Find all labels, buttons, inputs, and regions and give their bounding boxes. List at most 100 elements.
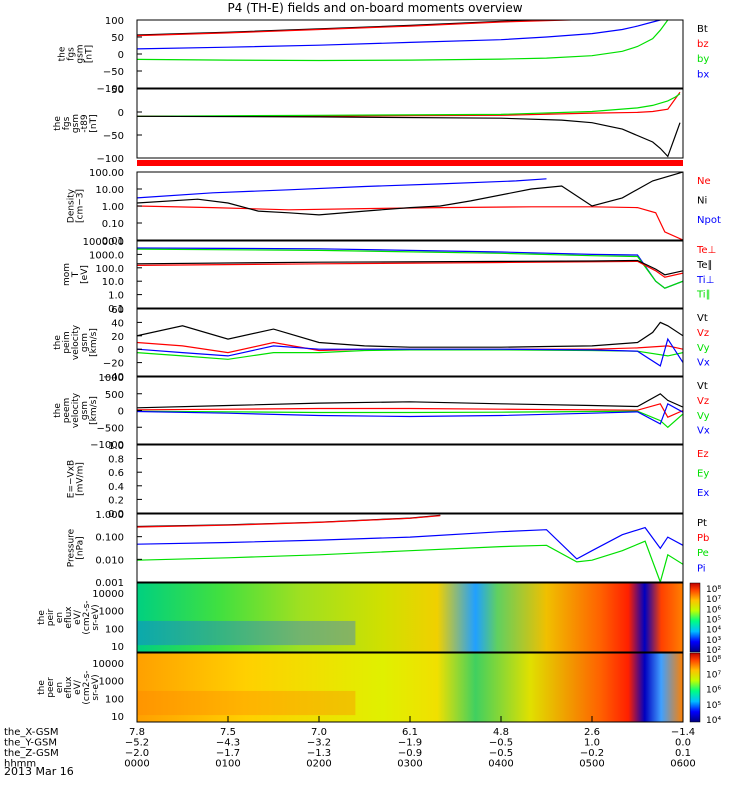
ylabel-peer-en-eflux: eV/ bbox=[73, 679, 83, 695]
legend-fgs-by: by bbox=[697, 54, 709, 65]
ytick-peir-en-eflux: 10000 bbox=[92, 589, 124, 600]
series-pressure-Pi bbox=[137, 526, 683, 560]
legend-density-Npot: Npot bbox=[697, 215, 721, 226]
xaxis-row-label-the_Y-GSM: the_Y-GSM bbox=[4, 738, 57, 749]
xtick-the_X-GSM: −1.4 bbox=[671, 727, 695, 738]
legend-peim-velocity-Vt: Vt bbox=[697, 313, 708, 324]
colorbar-tick: 10⁸ bbox=[706, 585, 721, 595]
ylabel-density: [cm−3] bbox=[76, 189, 86, 223]
ytick-peem-velocity: 500 bbox=[105, 390, 124, 401]
colorbar-tick: 10⁵ bbox=[706, 701, 721, 711]
legend-e-field-Ez: Ez bbox=[697, 449, 709, 460]
series-fgs-dsl-red bbox=[137, 91, 681, 117]
ytick-pressure: 0.010 bbox=[95, 555, 124, 566]
ylabel-fgs-dsl: [nT] bbox=[89, 114, 99, 132]
ytick-e-field: 0.8 bbox=[108, 455, 124, 466]
series-peim-velocity-Vy bbox=[137, 349, 683, 360]
xtick-the_X-GSM: 7.8 bbox=[129, 727, 145, 738]
ytick-peir-en-eflux: 1000 bbox=[99, 607, 124, 618]
ylabel-peir-en-eflux: the bbox=[37, 610, 47, 625]
xtick-hhmm: 0500 bbox=[579, 759, 604, 770]
legend-fgs-Bt: Bt bbox=[697, 24, 708, 35]
xtick-the_Y-GSM: 1.0 bbox=[584, 738, 600, 749]
spectrogram-frame bbox=[136, 582, 684, 653]
series-fgs-Bt bbox=[137, 20, 567, 36]
ylabel-fgs-dsl: gsm bbox=[71, 114, 81, 133]
xtick-the_Z-GSM: 0.1 bbox=[675, 748, 691, 759]
xtick-the_X-GSM: 7.0 bbox=[311, 727, 327, 738]
ytick-peim-velocity: 0 bbox=[118, 345, 124, 356]
frame-peem-velocity bbox=[136, 376, 684, 445]
ytick-moments-temp: 10000.0 bbox=[83, 237, 124, 248]
xtick-the_Y-GSM: −1.9 bbox=[398, 738, 422, 749]
frame-fgs bbox=[136, 19, 684, 89]
frame-pressure bbox=[136, 513, 684, 583]
legend-pressure-Pb: Pb bbox=[697, 533, 709, 544]
ylabel-peim-velocity: gsm bbox=[80, 333, 90, 352]
ylabel-peem-velocity: [km/s] bbox=[89, 396, 99, 425]
ylabel-peer-en-eflux: the bbox=[37, 680, 47, 695]
spectrogram-peir-en-eflux bbox=[136, 582, 701, 653]
series-fgs-dsl-green bbox=[137, 93, 681, 117]
colorbar-tick: 10² bbox=[706, 646, 721, 656]
series-peim-velocity-Vt bbox=[137, 321, 683, 348]
frame-e-field bbox=[136, 444, 684, 514]
legend-peem-velocity-Vx: Vx bbox=[697, 426, 710, 437]
xtick-the_X-GSM: 7.5 bbox=[220, 727, 236, 738]
ytick-peer-en-eflux: 10 bbox=[111, 712, 124, 723]
ylabel-peem-velocity: gsm bbox=[80, 401, 90, 420]
xtick-the_Y-GSM: −5.2 bbox=[125, 738, 149, 749]
ytick-pressure: 0.100 bbox=[95, 533, 124, 544]
xtick-the_Z-GSM: −2.0 bbox=[125, 748, 149, 759]
legend-peim-velocity-Vx: Vx bbox=[697, 358, 710, 369]
ylabel-e-field: [mV/m] bbox=[76, 462, 86, 496]
panel-e-field bbox=[136, 444, 684, 514]
ylabel-fgs: [nT] bbox=[85, 45, 95, 63]
ylabel-peim-velocity: [km/s] bbox=[89, 328, 99, 357]
ytick-e-field: 0.0 bbox=[108, 509, 124, 520]
frame-moments-temp bbox=[136, 240, 684, 309]
xtick-hhmm: 0000 bbox=[124, 759, 149, 770]
ylabel-peim-velocity: the bbox=[53, 335, 63, 350]
series-moments-temp-Ti⊥ bbox=[137, 247, 683, 289]
legend-peem-velocity-Vy: Vy bbox=[697, 411, 710, 422]
frame-density bbox=[136, 171, 684, 241]
legend-density-Ne: Ne bbox=[697, 176, 711, 187]
xtick-hhmm: 0600 bbox=[670, 759, 695, 770]
legend-moments-temp-Te⊥: Te⊥ bbox=[696, 245, 716, 256]
ylabel-peir-en-eflux: eflux bbox=[64, 606, 74, 629]
xtick-the_Y-GSM: −0.5 bbox=[489, 738, 513, 749]
legend-moments-temp-Ti⊥: Ti⊥ bbox=[696, 275, 714, 286]
ylabel-peem-velocity: velocity bbox=[71, 392, 81, 428]
legend-pressure-Pe: Pe bbox=[697, 548, 709, 559]
ytick-peim-velocity: 60 bbox=[111, 305, 124, 316]
colorbar-tick: 10⁸ bbox=[706, 655, 721, 665]
xtick-the_X-GSM: 6.1 bbox=[402, 727, 418, 738]
spectrogram-peer-en-eflux bbox=[136, 652, 701, 723]
ytick-fgs-dsl: 50 bbox=[111, 85, 124, 96]
ytick-peim-velocity: −40 bbox=[103, 372, 124, 383]
ylabel-peer-en-eflux: en bbox=[55, 682, 65, 693]
ytick-moments-temp: 1000.0 bbox=[89, 250, 124, 261]
ylabel-moments-temp: T bbox=[71, 271, 81, 278]
ylabel-fgs: the bbox=[58, 46, 68, 61]
spectrogram-band bbox=[137, 620, 356, 646]
ylabel-density: Density bbox=[67, 188, 77, 223]
series-fgs-bz bbox=[137, 20, 589, 37]
xaxis-row-label-the_Z-GSM: the_Z-GSM bbox=[4, 748, 59, 759]
frame-fgs-dsl bbox=[136, 88, 684, 159]
xtick-the_X-GSM: 2.6 bbox=[584, 727, 600, 738]
legend-moments-temp-Ti∥: Ti∥ bbox=[696, 290, 711, 301]
colorbar-tick: 10⁴ bbox=[706, 626, 721, 636]
series-pressure-Pt bbox=[137, 514, 441, 528]
ylabel-peir-en-eflux: en bbox=[55, 612, 65, 623]
legend-fgs-bz: bz bbox=[697, 39, 709, 50]
ytick-peim-velocity: −20 bbox=[103, 359, 124, 370]
xtick-the_Z-GSM: −0.9 bbox=[398, 748, 422, 759]
ytick-e-field: 1.0 bbox=[108, 441, 124, 452]
panel-moments-temp bbox=[136, 240, 684, 309]
ylabel-peir-en-eflux: eV/ bbox=[73, 609, 83, 625]
ytick-density: 10.00 bbox=[95, 185, 124, 196]
ytick-moments-temp: 1.0 bbox=[108, 291, 124, 302]
spectrogram-band bbox=[137, 690, 356, 716]
